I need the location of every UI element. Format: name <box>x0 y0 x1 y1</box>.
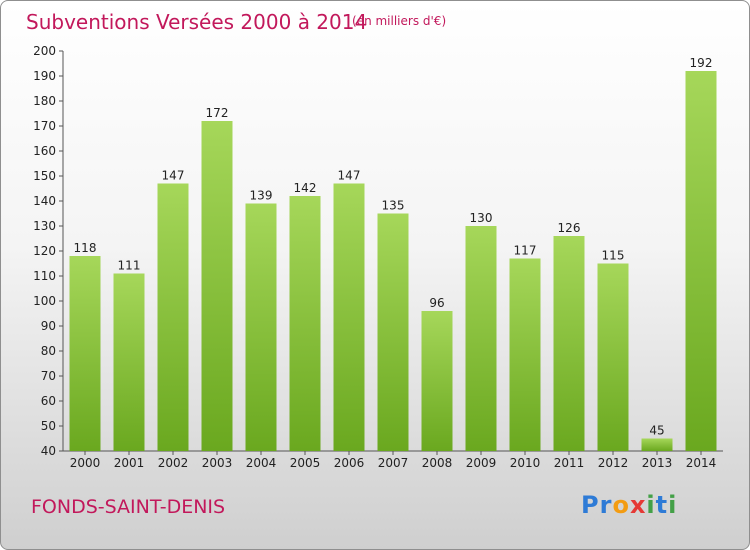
logo-letter: P <box>581 491 600 519</box>
logo-letter: x <box>629 491 647 519</box>
y-tick-label: 180 <box>33 94 56 108</box>
bar <box>333 183 365 451</box>
y-tick-label: 50 <box>41 419 56 433</box>
data-label: 142 <box>294 181 317 195</box>
logo-letter: r <box>599 491 613 519</box>
bar <box>377 213 409 451</box>
x-tick-label: 2008 <box>422 456 453 470</box>
bar <box>641 438 673 451</box>
data-label: 147 <box>162 169 185 183</box>
data-label: 139 <box>250 189 273 203</box>
bar <box>465 226 497 451</box>
data-label: 111 <box>118 259 141 273</box>
y-tick-label: 150 <box>33 169 56 183</box>
bar <box>597 263 629 451</box>
data-label: 115 <box>602 249 625 263</box>
data-label: 147 <box>338 169 361 183</box>
data-label: 118 <box>74 241 97 255</box>
y-tick-label: 70 <box>41 369 56 383</box>
bar <box>553 236 585 451</box>
y-tick-label: 200 <box>33 44 56 58</box>
y-tick-label: 140 <box>33 194 56 208</box>
chart-title: Subventions Versées 2000 à 2014 <box>26 10 368 34</box>
bar <box>113 273 145 451</box>
x-tick-label: 2014 <box>686 456 717 470</box>
y-tick-label: 130 <box>33 219 56 233</box>
logo-letter: t <box>655 491 669 519</box>
data-label: 126 <box>558 221 581 235</box>
data-label: 45 <box>649 424 664 438</box>
bar <box>201 121 233 451</box>
x-tick-label: 2010 <box>510 456 541 470</box>
x-tick-label: 2013 <box>642 456 673 470</box>
x-tick-label: 2002 <box>158 456 189 470</box>
logo-letter: o <box>612 491 630 519</box>
x-tick-label: 2003 <box>202 456 233 470</box>
commune-name: FONDS-SAINT-DENIS <box>31 496 226 518</box>
y-tick-label: 120 <box>33 244 56 258</box>
logo-letter: i <box>668 491 678 519</box>
logo-letter: i <box>646 491 656 519</box>
data-label: 130 <box>470 211 493 225</box>
x-tick-label: 2005 <box>290 456 321 470</box>
unit-note: (en milliers d'€) <box>352 14 447 28</box>
bar <box>685 71 717 451</box>
x-tick-label: 2009 <box>466 456 497 470</box>
bar <box>245 203 277 451</box>
y-tick-label: 160 <box>33 144 56 158</box>
data-label: 96 <box>429 296 444 310</box>
data-label: 135 <box>382 199 405 213</box>
x-tick-label: 2011 <box>554 456 585 470</box>
x-tick-label: 2012 <box>598 456 629 470</box>
y-tick-label: 190 <box>33 69 56 83</box>
data-label: 192 <box>690 56 713 70</box>
proxiti-logo: Proxiti <box>581 491 677 519</box>
y-tick-label: 60 <box>41 394 56 408</box>
bar <box>157 183 189 451</box>
x-tick-label: 2006 <box>334 456 365 470</box>
data-label: 117 <box>514 244 537 258</box>
bar <box>509 258 541 451</box>
y-tick-label: 110 <box>33 269 56 283</box>
data-label: 172 <box>206 106 229 120</box>
x-tick-label: 2001 <box>114 456 145 470</box>
y-tick-label: 100 <box>33 294 56 308</box>
y-tick-label: 170 <box>33 119 56 133</box>
y-tick-label: 80 <box>41 344 56 358</box>
x-tick-label: 2007 <box>378 456 409 470</box>
x-tick-label: 2000 <box>70 456 101 470</box>
bar <box>69 256 101 451</box>
x-tick-label: 2004 <box>246 456 277 470</box>
bar <box>421 311 453 451</box>
y-tick-label: 40 <box>41 444 56 458</box>
bar <box>289 196 321 451</box>
y-tick-label: 90 <box>41 319 56 333</box>
